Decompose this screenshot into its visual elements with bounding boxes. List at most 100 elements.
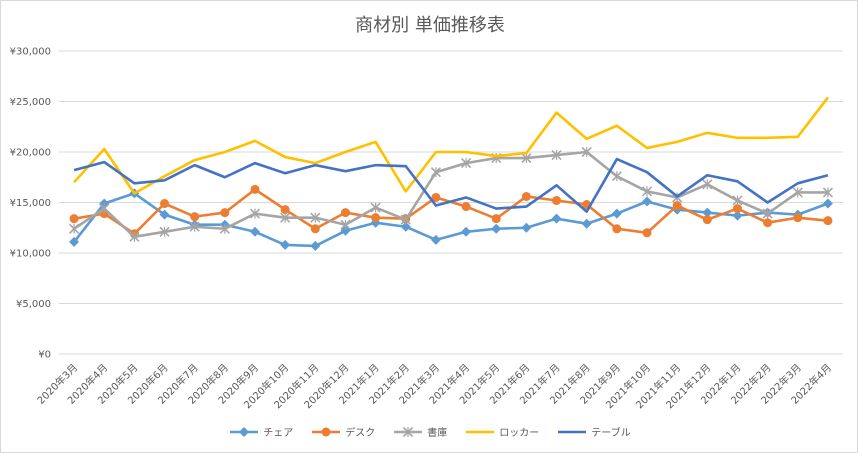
y-tick-label: ¥15,000 xyxy=(10,198,51,209)
data-point xyxy=(461,202,471,212)
series-line xyxy=(73,96,829,195)
data-point xyxy=(672,201,682,211)
data-point xyxy=(521,152,532,164)
data-point xyxy=(280,239,291,250)
data-point xyxy=(642,196,652,207)
data-point xyxy=(461,158,472,169)
legend-swatch xyxy=(312,427,341,436)
legend-label: チェア xyxy=(263,428,294,439)
data-point xyxy=(430,234,441,245)
legend-swatch xyxy=(230,426,259,437)
data-point xyxy=(611,208,622,219)
data-point xyxy=(220,208,230,218)
data-point xyxy=(280,212,291,223)
data-point xyxy=(189,221,200,232)
data-point xyxy=(400,214,411,225)
series-lines xyxy=(69,96,833,251)
data-point xyxy=(491,214,501,224)
data-point xyxy=(763,218,773,228)
data-point xyxy=(280,205,290,215)
data-point xyxy=(400,221,411,232)
legend-swatch xyxy=(466,430,495,433)
data-point xyxy=(521,222,532,233)
x-axis-ticks: 2020年3月2020年4月2020年5月2020年6月2020年7月2020年… xyxy=(34,361,834,411)
legend-swatch xyxy=(558,430,587,433)
legend: チェア デスク 書庫 ロッカー テーブル xyxy=(1,424,858,439)
data-point xyxy=(403,426,414,437)
data-point xyxy=(160,199,170,209)
data-point xyxy=(732,204,742,214)
data-point xyxy=(250,184,260,194)
data-point xyxy=(159,209,170,220)
data-point xyxy=(551,149,562,161)
legend-item: デスク xyxy=(311,424,375,439)
y-axis-ticks: ¥0 ¥5,000 ¥10,000 ¥15,000 ¥20,000 ¥25,000 ¥30,… xyxy=(10,47,51,361)
data-point xyxy=(219,223,230,234)
data-point xyxy=(99,203,110,214)
data-point xyxy=(159,226,170,237)
y-tick-label: ¥20,000 xyxy=(10,148,51,159)
data-point xyxy=(581,146,592,158)
data-point xyxy=(612,224,622,234)
series-line xyxy=(73,192,829,248)
y-tick-label: ¥25,000 xyxy=(10,97,51,108)
data-point xyxy=(762,208,773,219)
y-tick-label: ¥5,000 xyxy=(16,299,51,310)
data-point xyxy=(190,212,200,222)
data-point xyxy=(581,218,592,229)
data-point xyxy=(430,167,441,178)
legend-label: テーブル xyxy=(591,428,631,439)
data-point xyxy=(822,198,833,209)
series-2 xyxy=(69,146,833,242)
data-point xyxy=(239,426,250,437)
data-point xyxy=(69,223,80,234)
data-point xyxy=(370,202,381,213)
legend-label: ロッカー xyxy=(499,428,540,439)
data-point xyxy=(552,195,562,205)
series-line xyxy=(73,150,828,239)
y-tick-label: ¥10,000 xyxy=(10,249,51,260)
y-tick-label: ¥30,000 xyxy=(10,47,51,58)
data-point xyxy=(431,192,441,202)
data-point xyxy=(491,223,502,234)
chart-title: 商材別 単価推移表 xyxy=(355,15,505,36)
data-point xyxy=(340,219,351,230)
series-3 xyxy=(73,96,829,195)
data-point xyxy=(702,207,713,218)
legend-item: ロッカー xyxy=(465,424,539,439)
data-point xyxy=(611,171,622,182)
data-point xyxy=(732,210,743,221)
legend-item: 書庫 xyxy=(393,424,447,439)
data-point xyxy=(340,208,350,218)
legend-item: チェア xyxy=(229,424,293,439)
data-point xyxy=(792,187,803,198)
data-point xyxy=(793,213,803,223)
data-point xyxy=(310,212,321,223)
data-point xyxy=(69,214,79,224)
legend-label: 書庫 xyxy=(427,428,448,439)
series-1 xyxy=(69,184,833,239)
series-0 xyxy=(69,188,833,251)
data-point xyxy=(129,231,140,242)
data-point xyxy=(371,213,381,223)
data-point xyxy=(642,228,652,238)
data-point xyxy=(250,226,260,237)
legend-swatch xyxy=(394,426,423,437)
data-point xyxy=(461,226,472,237)
data-point xyxy=(823,216,833,226)
data-point xyxy=(69,236,80,247)
data-point xyxy=(249,208,261,219)
data-point xyxy=(321,427,331,436)
data-point xyxy=(702,215,712,225)
data-point xyxy=(551,213,562,224)
legend-label: デスク xyxy=(345,428,376,439)
data-point xyxy=(732,195,743,206)
data-point xyxy=(822,187,833,198)
data-point xyxy=(310,224,320,234)
data-point xyxy=(702,179,713,190)
series-line xyxy=(73,157,829,213)
data-point xyxy=(641,186,653,197)
data-point xyxy=(310,240,321,251)
